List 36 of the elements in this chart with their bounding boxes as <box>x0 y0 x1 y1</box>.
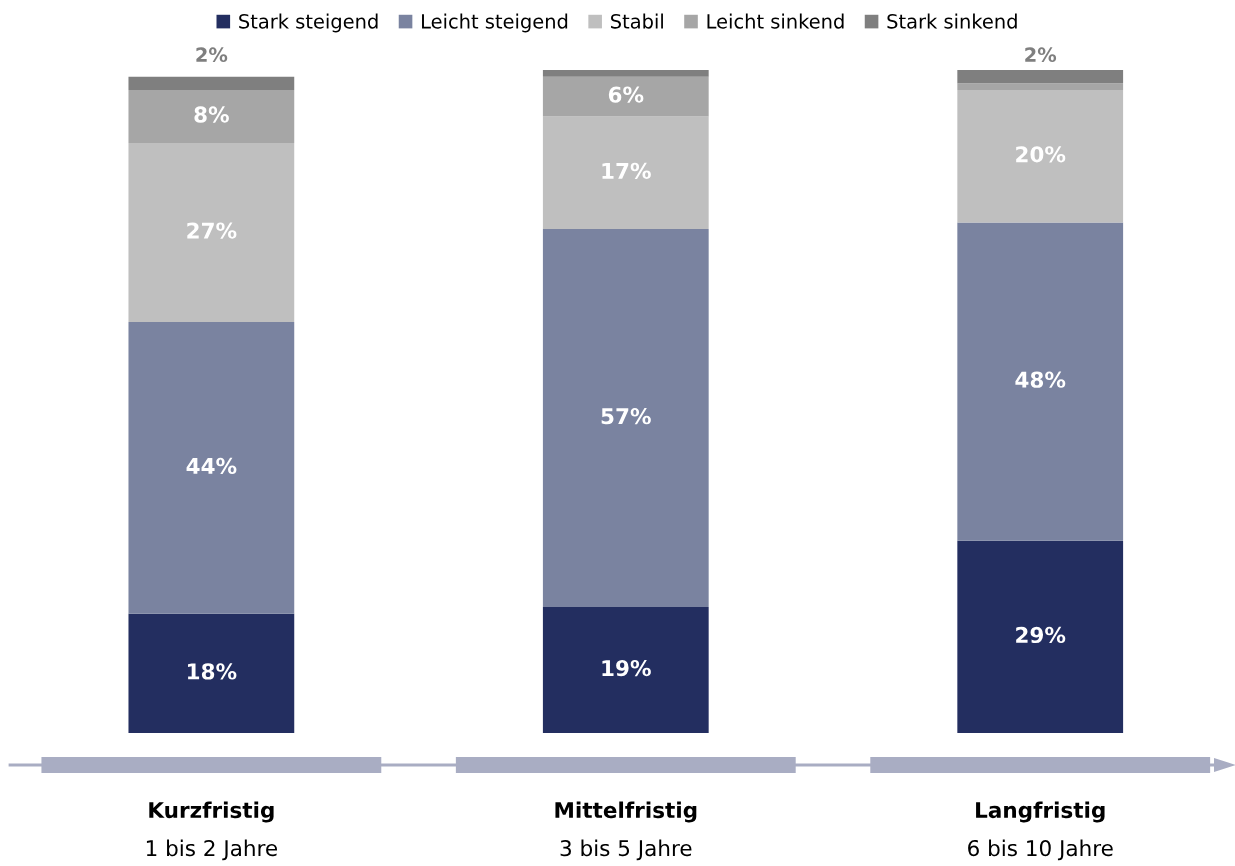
bar <box>128 89 295 143</box>
data-label: 2% <box>196 47 228 63</box>
legend-label: Stabil <box>611 13 663 29</box>
data-label: 17% <box>602 162 651 180</box>
x-tick-label: Mittelfristig 3 bis 5 Jahre <box>555 801 697 861</box>
data-label: 19% <box>602 659 651 677</box>
legend-label: Leicht sinkend <box>707 13 844 29</box>
data-label: 44% <box>186 457 237 475</box>
x-tick-label: Kurzfristig 1 bis 2 Jahre <box>146 801 277 861</box>
legend-label: Stark steigend <box>239 13 378 33</box>
bar <box>128 76 295 90</box>
data-label: 29% <box>1016 626 1066 644</box>
data-label: 8% <box>194 106 229 123</box>
bar <box>542 76 709 117</box>
bar <box>128 321 295 614</box>
data-label: 27% <box>187 222 237 239</box>
data-label: 6% <box>608 86 644 103</box>
bar <box>542 116 709 230</box>
bar <box>957 83 1124 90</box>
bar <box>957 222 1124 541</box>
data-label: 2% <box>1025 47 1057 63</box>
bar <box>957 540 1124 733</box>
x-tick-label: Langfristig 6 bis 10 Jahre <box>968 801 1113 861</box>
bar <box>542 607 709 733</box>
data-label: 57% <box>601 408 651 425</box>
bar <box>128 613 295 733</box>
bar <box>128 142 295 322</box>
bar <box>542 70 709 77</box>
bar <box>957 89 1124 223</box>
legend-label: Leicht steigend <box>422 13 568 33</box>
legend-label: Stark sinkend <box>887 13 1017 29</box>
data-label: 20% <box>1016 146 1066 163</box>
data-label: 18% <box>188 663 237 680</box>
data-label: 48% <box>1015 371 1066 388</box>
bar <box>542 229 709 608</box>
bar <box>957 70 1124 84</box>
